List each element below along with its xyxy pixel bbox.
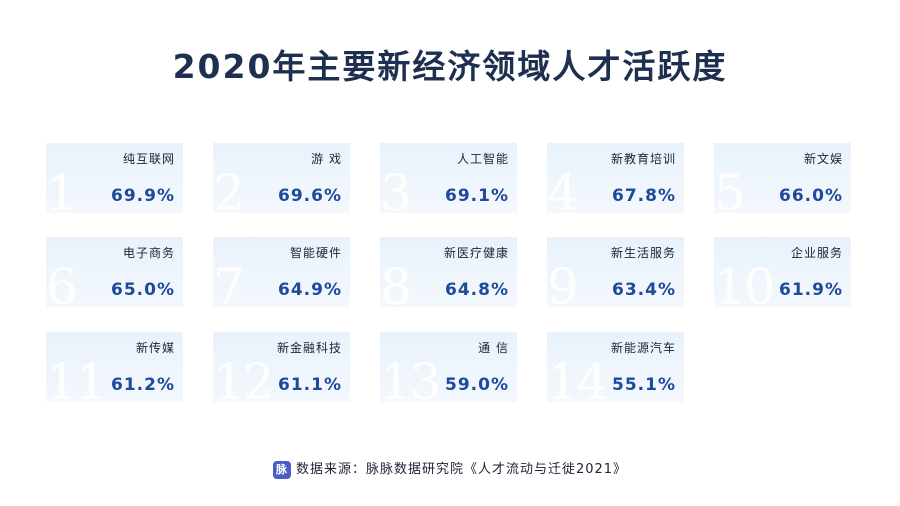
rank-number: 12 (213, 353, 275, 402)
maimai-logo-icon: 脉 (272, 461, 291, 479)
activity-value: 67.8% (612, 186, 676, 206)
rank-number: 2 (213, 164, 245, 213)
ranking-card: 10 企业服务 61.9% (714, 237, 851, 307)
industry-label: 通 信 (478, 341, 509, 355)
industry-label: 新金融科技 (276, 341, 342, 355)
activity-value: 61.2% (111, 375, 175, 395)
ranking-card: 6 电子商务 65.0% (46, 237, 183, 307)
rank-number: 8 (380, 258, 412, 307)
rank-number: 4 (547, 164, 579, 213)
ranking-card: 3 人工智能 69.1% (380, 143, 517, 213)
industry-label: 新医疗健康 (443, 246, 509, 260)
ranking-card: 7 智能硬件 64.9% (213, 237, 350, 307)
activity-value: 69.9% (111, 186, 175, 206)
industry-label: 智能硬件 (289, 246, 342, 260)
activity-value: 65.0% (111, 280, 175, 300)
ranking-card: 9 新生活服务 63.4% (547, 237, 684, 307)
activity-value: 64.8% (445, 280, 509, 300)
rank-number: 1 (46, 164, 78, 213)
rank-number: 3 (380, 164, 412, 213)
rank-number: 14 (547, 353, 609, 402)
source-text: 数据来源：脉脉数据研究院《人才流动与迁徙2021》 (295, 462, 628, 477)
ranking-card: 11 新传媒 61.2% (46, 332, 183, 402)
industry-label: 企业服务 (790, 246, 843, 260)
activity-value: 69.6% (278, 186, 342, 206)
ranking-card: 2 游 戏 69.6% (213, 143, 350, 213)
industry-label: 游 戏 (311, 152, 342, 166)
ranking-card: 13 通 信 59.0% (380, 332, 517, 402)
industry-label: 新传媒 (135, 341, 175, 355)
ranking-card: 14 新能源汽车 55.1% (547, 332, 684, 402)
ranking-card: 8 新医疗健康 64.8% (380, 237, 517, 307)
ranking-card: 5 新文娱 66.0% (714, 143, 851, 213)
industry-label: 电子商务 (122, 246, 175, 260)
activity-value: 59.0% (445, 375, 509, 395)
rank-number: 11 (46, 353, 108, 402)
activity-value: 63.4% (612, 280, 676, 300)
data-source: 脉 数据来源：脉脉数据研究院《人才流动与迁徙2021》 (0, 460, 900, 480)
industry-label: 新生活服务 (610, 246, 676, 260)
ranking-card: 4 新教育培训 67.8% (547, 143, 684, 213)
activity-value: 55.1% (612, 375, 676, 395)
ranking-card: 12 新金融科技 61.1% (213, 332, 350, 402)
activity-value: 64.9% (278, 280, 342, 300)
industry-label: 新教育培训 (610, 152, 676, 166)
rank-number: 7 (213, 258, 245, 307)
ranking-card: 1 纯互联网 69.9% (46, 143, 183, 213)
rank-number: 5 (714, 164, 746, 213)
industry-label: 人工智能 (456, 152, 509, 166)
rank-number: 13 (380, 353, 442, 402)
rank-number: 9 (547, 258, 579, 307)
industry-label: 新能源汽车 (610, 341, 676, 355)
activity-value: 66.0% (779, 186, 843, 206)
rank-number: 10 (714, 258, 776, 307)
activity-value: 61.1% (278, 375, 342, 395)
industry-label: 新文娱 (803, 152, 843, 166)
activity-value: 61.9% (779, 280, 843, 300)
page-title: 2020年主要新经济领域人才活跃度 (172, 47, 728, 86)
rank-number: 6 (46, 258, 78, 307)
industry-label: 纯互联网 (122, 152, 175, 166)
activity-value: 69.1% (445, 186, 509, 206)
